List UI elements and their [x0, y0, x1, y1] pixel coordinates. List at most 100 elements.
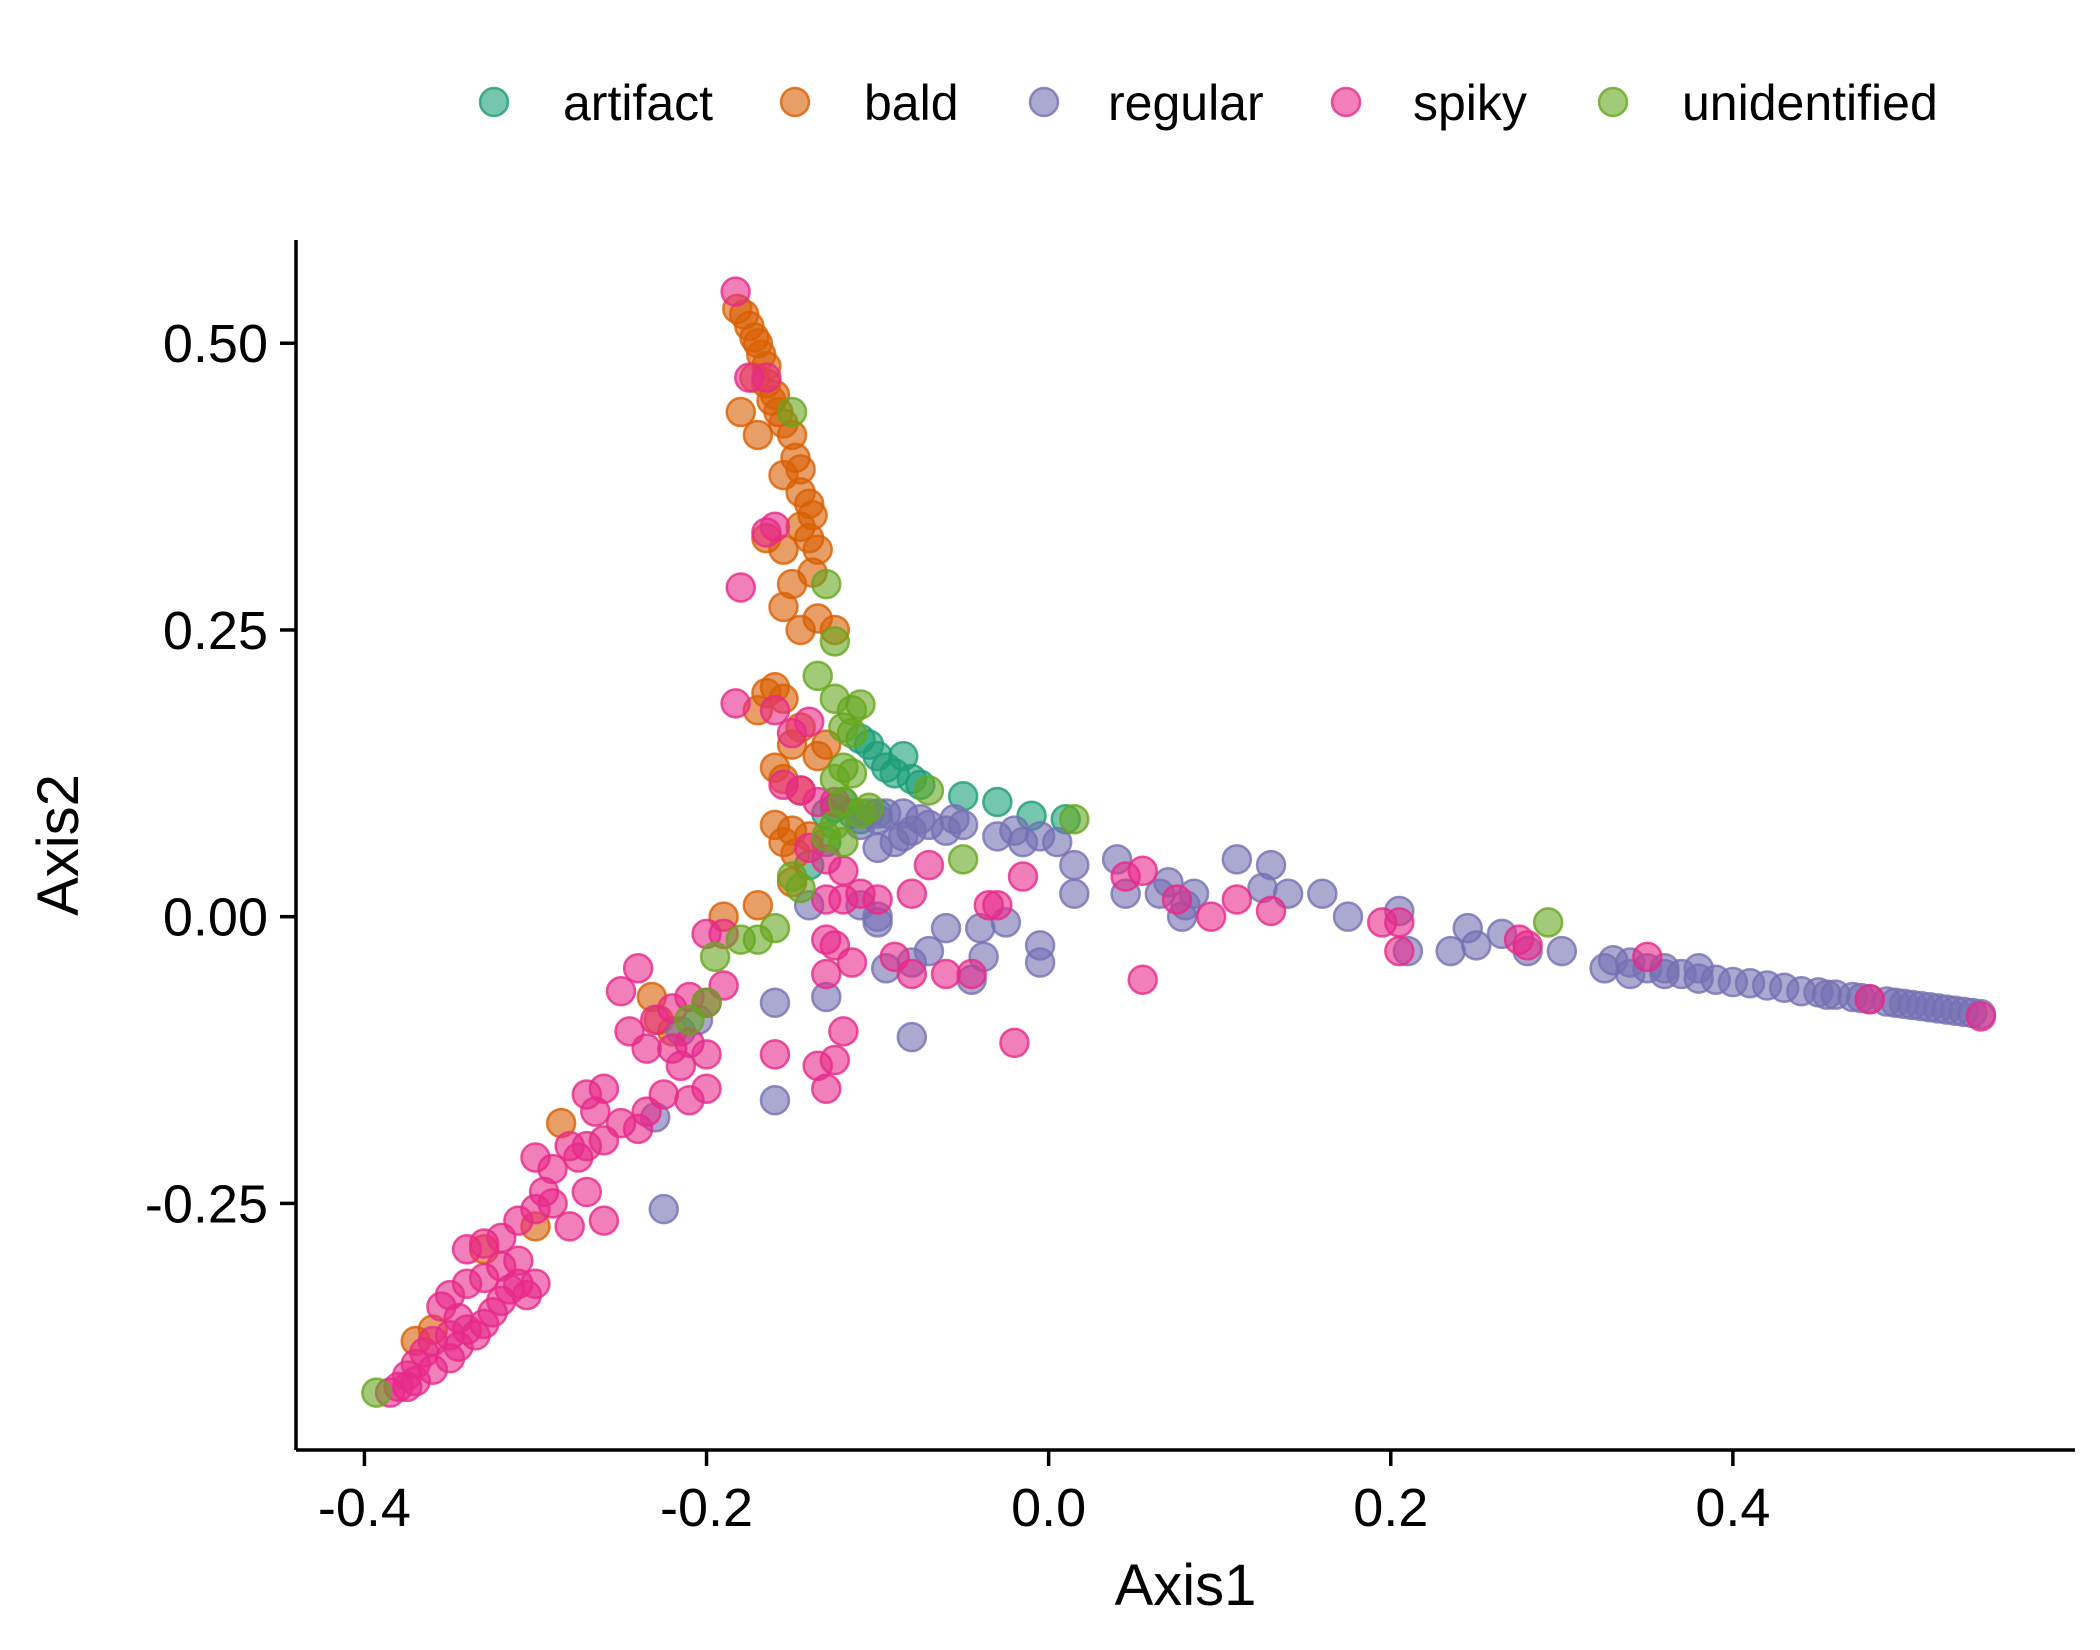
data-point [930, 912, 962, 944]
data-point [554, 1130, 585, 1162]
data-point [819, 626, 851, 657]
data-point [1024, 947, 1056, 978]
data-point [913, 849, 945, 881]
x-tick-label: 0.2 [1353, 1478, 1428, 1538]
data-point [742, 419, 774, 451]
data-point [759, 1039, 791, 1070]
x-axis-title: Axis1 [1115, 1553, 1257, 1618]
y-tick-label: 0.25 [163, 601, 268, 661]
data-point [520, 1142, 551, 1173]
data-point [1059, 803, 1090, 835]
data-point [720, 276, 751, 307]
data-point [836, 758, 868, 789]
y-axis-title: Axis2 [26, 774, 91, 916]
data-point [1589, 953, 1620, 984]
data-point [1127, 855, 1158, 887]
y-tick-label: -0.25 [145, 1174, 268, 1234]
data-point [947, 844, 979, 875]
data-point [1007, 861, 1039, 892]
legend-item-artifact: artifact [478, 75, 713, 131]
y-tick-label: 0.00 [163, 888, 268, 948]
data-point [1059, 878, 1090, 909]
data-point [896, 958, 928, 990]
data-point [511, 1279, 543, 1311]
axes: -0.4 -0.2 0.0 0.2 0.4 -0.25 0.00 0.25 0.50 [145, 240, 2075, 1538]
data-point [605, 975, 637, 1007]
data-point [828, 1016, 859, 1047]
data-point [1221, 844, 1253, 875]
data-point [888, 798, 919, 829]
data-point [862, 884, 893, 915]
data-point [631, 1033, 662, 1064]
plot-points [361, 276, 1997, 1408]
data-point [751, 362, 782, 393]
data-point [1195, 901, 1227, 932]
legend-item-unidentified: unidentified [1597, 75, 1938, 131]
data-point [751, 517, 782, 548]
data-point [1435, 935, 1466, 967]
data-point [982, 889, 1013, 921]
data-point [845, 798, 876, 829]
data-point [725, 396, 756, 428]
data-point [1059, 849, 1090, 881]
data-point [725, 572, 756, 603]
data-point [1255, 895, 1287, 927]
data-point [862, 832, 893, 864]
data-point [1532, 907, 1564, 938]
legend-label: bald [864, 75, 959, 131]
legend-label: spiky [1413, 75, 1527, 131]
series-unidentified [361, 396, 1564, 1408]
data-point [451, 1234, 483, 1265]
legend-label: unidentified [1682, 75, 1938, 131]
data-point [1683, 953, 1714, 984]
data-point [776, 861, 808, 892]
x-tick-label: 0.0 [1011, 1478, 1086, 1538]
legend-marker [779, 86, 811, 118]
y-axis-ticks: -0.25 0.00 0.25 0.50 [145, 314, 296, 1234]
data-point [571, 1176, 603, 1208]
data-point [811, 958, 842, 990]
data-point [896, 1021, 928, 1053]
legend-item-regular: regular [1028, 75, 1264, 131]
data-point [648, 1193, 680, 1225]
data-point [639, 1004, 671, 1036]
legend-item-bald: bald [779, 75, 959, 131]
data-point [1307, 878, 1338, 909]
data-point [588, 1205, 620, 1236]
data-point [554, 1211, 585, 1242]
data-point [913, 775, 945, 806]
data-point [836, 947, 868, 978]
data-point [802, 603, 833, 634]
legend: artifact bald regular spiky unidentified [478, 75, 1938, 131]
data-point [725, 924, 756, 955]
data-point [896, 878, 928, 909]
data-point [580, 1096, 611, 1127]
x-axis-ticks: -0.4 -0.2 0.0 0.2 0.4 [318, 1450, 1770, 1538]
data-point [811, 568, 842, 600]
data-point [1632, 941, 1663, 973]
data-point [1546, 935, 1578, 967]
legend-marker [1028, 86, 1060, 118]
data-point [1384, 935, 1415, 967]
data-point [699, 941, 731, 973]
data-point [802, 660, 833, 692]
series-bald [400, 293, 851, 1357]
x-tick-label: 0.4 [1695, 1478, 1770, 1538]
data-point [776, 396, 808, 428]
data-point [1854, 984, 1885, 1015]
data-point [1332, 901, 1364, 932]
data-point [1221, 884, 1253, 915]
x-tick-label: -0.4 [318, 1478, 411, 1538]
data-point [1127, 964, 1158, 996]
data-point [811, 1073, 842, 1104]
legend-item-spiky: spiky [1330, 75, 1527, 131]
data-point [956, 958, 987, 990]
legend-marker [1597, 86, 1629, 118]
data-point [930, 958, 962, 990]
data-point [742, 889, 774, 921]
data-point [759, 1084, 791, 1116]
data-point [759, 987, 791, 1018]
data-point [720, 688, 751, 719]
data-point [1161, 884, 1193, 915]
